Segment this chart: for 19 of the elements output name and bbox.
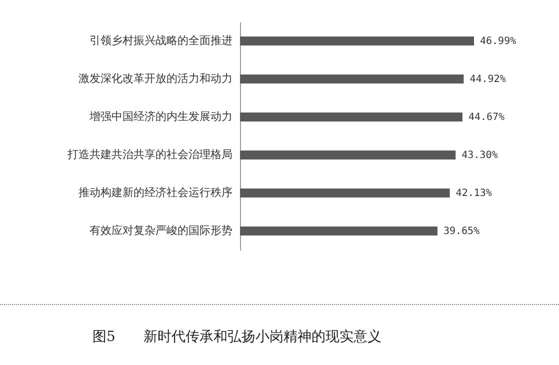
y-tick-label: 推动构建新的经济社会运行秩序 (78, 186, 232, 199)
data-label: 44.67% (468, 112, 505, 123)
bar (240, 188, 450, 198)
data-label: 39.65% (443, 226, 480, 237)
bar (240, 226, 438, 236)
text: 图5 新时代传承和弘扬小岗精神的现实意义 (92, 329, 382, 345)
bar (240, 112, 462, 122)
data-label: 43.30% (462, 150, 498, 161)
y-tick-label: 有效应对复杂严峻的国际形势 (90, 224, 232, 237)
y-tick-label: 激发深化改革开放的活力和动力 (78, 72, 232, 85)
data-label: 42.13% (456, 188, 492, 199)
data-label: 46.99% (480, 36, 516, 47)
data-label: 44.92% (470, 74, 506, 85)
y-tick-label: 引领乡村振兴战略的全面推进 (90, 34, 232, 47)
bar (240, 74, 464, 84)
y-tick-label: 增强中国经济的内生发展动力 (88, 110, 232, 123)
y-tick-label: 打造共建共治共享的社会治理格局 (66, 148, 232, 161)
bar (240, 36, 474, 46)
bar (240, 150, 456, 160)
